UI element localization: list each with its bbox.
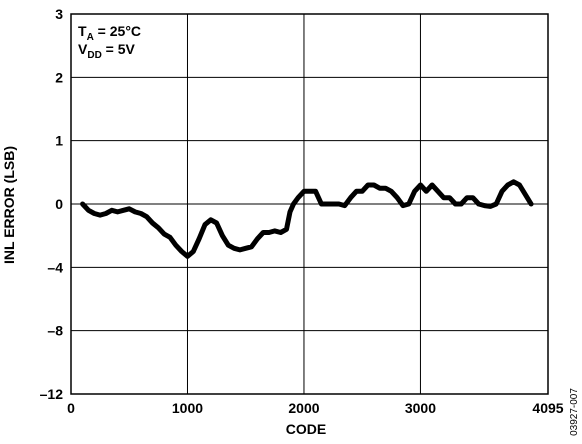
- x-tick-label: 2000: [288, 400, 319, 416]
- x-tick-label: 3000: [405, 400, 436, 416]
- plot-frame: [70, 13, 549, 395]
- y-tick-label: –8: [47, 323, 63, 339]
- series-layer: [80, 179, 534, 259]
- y-tick-label: –4: [47, 259, 63, 275]
- y-tick-label: 1: [55, 133, 63, 149]
- annotation-line: VDD = 5V: [78, 41, 136, 61]
- x-tick-label: 1000: [172, 400, 203, 416]
- grid-lines: [71, 14, 548, 394]
- y-tick-label: 3: [55, 6, 63, 22]
- annotation-line: TA = 25°C: [78, 23, 141, 43]
- y-tick-labels: 3 2 1 0 –4 –8 –12: [40, 6, 64, 402]
- x-tick-labels: 0 1000 2000 3000 4095: [67, 400, 564, 416]
- x-tick-label: 0: [67, 400, 75, 416]
- series-line: [80, 179, 534, 259]
- x-axis-title: CODE: [286, 421, 326, 437]
- x-tick-label: 4095: [532, 400, 563, 416]
- y-tick-label: 0: [55, 196, 63, 212]
- y-tick-label: 2: [55, 69, 63, 85]
- y-tick-label: –12: [40, 386, 64, 402]
- y-axis-title: INL ERROR (LSB): [1, 146, 17, 264]
- figure-id: 03927-007: [569, 388, 580, 436]
